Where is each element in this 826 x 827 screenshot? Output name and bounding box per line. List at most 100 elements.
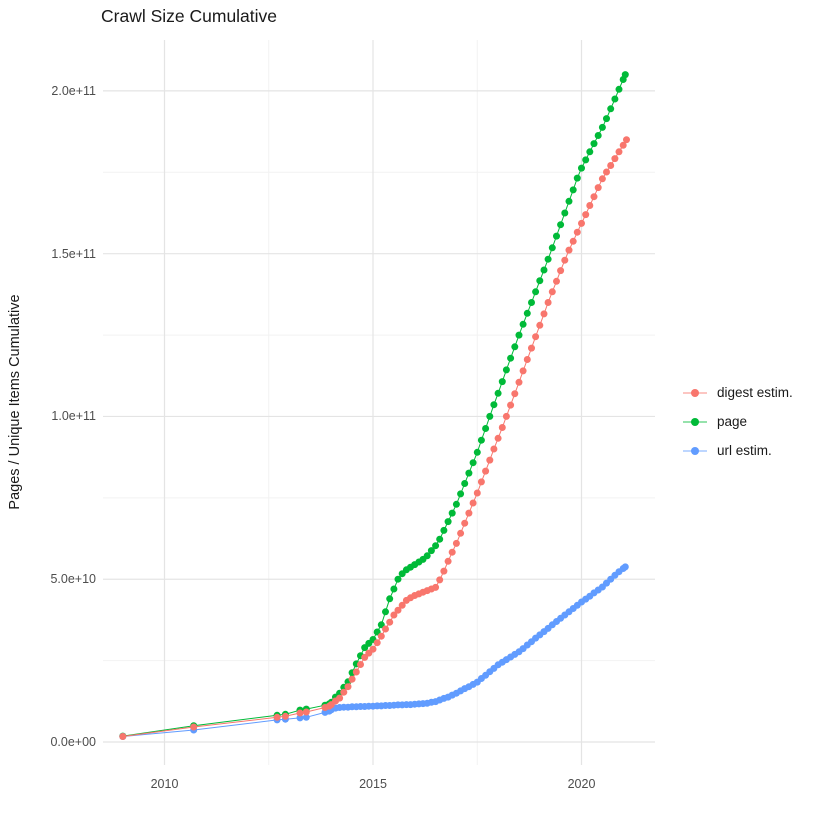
data-point — [565, 246, 573, 254]
data-point — [519, 320, 527, 328]
data-point — [540, 310, 548, 318]
data-point — [573, 174, 581, 182]
data-point — [561, 256, 569, 264]
data-point — [544, 255, 552, 263]
data-point — [486, 412, 494, 420]
data-point — [582, 156, 590, 164]
data-point — [619, 141, 627, 149]
data-point — [615, 85, 623, 93]
data-point — [623, 136, 630, 144]
data-point — [607, 162, 615, 169]
legend-key-point — [691, 388, 699, 397]
data-point — [548, 244, 556, 252]
data-point — [621, 71, 629, 79]
data-point — [382, 625, 389, 633]
data-point — [473, 489, 481, 497]
data-point — [523, 356, 531, 363]
y-tick-label: 1.5e+11 — [51, 246, 96, 261]
data-point — [553, 277, 560, 285]
data-point — [340, 688, 348, 696]
data-point — [390, 611, 398, 619]
data-point — [448, 548, 456, 556]
data-point — [532, 333, 540, 341]
data-point — [507, 401, 515, 409]
x-tick-label: 2010 — [150, 777, 179, 791]
x-tick-label: 2020 — [567, 777, 596, 791]
data-point — [603, 168, 610, 176]
data-point — [461, 480, 469, 487]
data-point — [352, 668, 360, 676]
grid-minor — [103, 40, 655, 765]
data-point — [369, 645, 377, 653]
data-point — [502, 366, 510, 374]
data-point — [603, 115, 610, 123]
data-point — [528, 344, 535, 352]
data-point — [119, 733, 127, 740]
data-point — [611, 155, 619, 163]
series-page — [119, 71, 629, 740]
data-point — [457, 529, 465, 537]
data-point — [569, 186, 577, 194]
data-point — [598, 123, 606, 131]
data-point — [519, 367, 527, 375]
data-point — [461, 519, 469, 527]
y-tick-label: 0.0e+00 — [50, 735, 96, 749]
data-point — [507, 354, 515, 362]
data-point — [511, 343, 519, 351]
data-point — [594, 184, 602, 192]
data-point — [548, 288, 556, 296]
data-point — [494, 389, 502, 397]
data-point — [423, 552, 431, 560]
series-url-estim — [119, 563, 629, 740]
data-point — [498, 424, 506, 431]
data-point — [528, 299, 535, 306]
data-point — [515, 378, 523, 386]
data-point — [607, 105, 615, 113]
data-point — [386, 618, 394, 626]
data-point — [336, 694, 344, 702]
legend-key-icon — [683, 417, 707, 426]
data-point — [578, 164, 585, 172]
data-point — [377, 632, 385, 640]
data-point — [598, 175, 606, 183]
legend-key-point — [691, 417, 699, 426]
data-point — [565, 197, 573, 205]
data-point — [302, 708, 310, 716]
data-point — [553, 232, 560, 240]
data-point — [432, 542, 440, 550]
data-point — [386, 595, 394, 603]
data-point — [615, 148, 623, 156]
data-point — [502, 412, 510, 420]
x-tick-label: 2015 — [359, 777, 387, 791]
data-point — [357, 661, 364, 668]
data-point — [398, 601, 406, 609]
data-point — [490, 401, 498, 409]
data-point — [382, 608, 389, 616]
legend-key-point — [691, 446, 699, 455]
data-point — [344, 683, 352, 691]
data-point — [457, 490, 465, 498]
data-point — [302, 713, 310, 721]
data-point — [348, 675, 356, 683]
data-point — [536, 277, 544, 285]
data-point — [611, 95, 619, 103]
data-point — [486, 456, 494, 464]
data-point — [436, 576, 444, 584]
data-point — [544, 299, 552, 306]
data-point — [440, 567, 448, 575]
data-point — [523, 309, 531, 317]
legend-key-icon — [683, 446, 707, 455]
data-point — [190, 723, 198, 731]
legend-label: page — [717, 414, 748, 429]
data-point — [273, 713, 281, 721]
y-tick-label: 5.0e+10 — [50, 572, 96, 587]
data-point — [469, 459, 477, 467]
data-point — [557, 267, 565, 275]
legend-item-url-estim: url estim. — [683, 436, 793, 465]
data-point — [490, 445, 498, 453]
data-point — [444, 518, 452, 526]
data-point — [394, 606, 402, 614]
data-point — [540, 266, 548, 274]
legend-label: digest estim. — [717, 385, 793, 400]
